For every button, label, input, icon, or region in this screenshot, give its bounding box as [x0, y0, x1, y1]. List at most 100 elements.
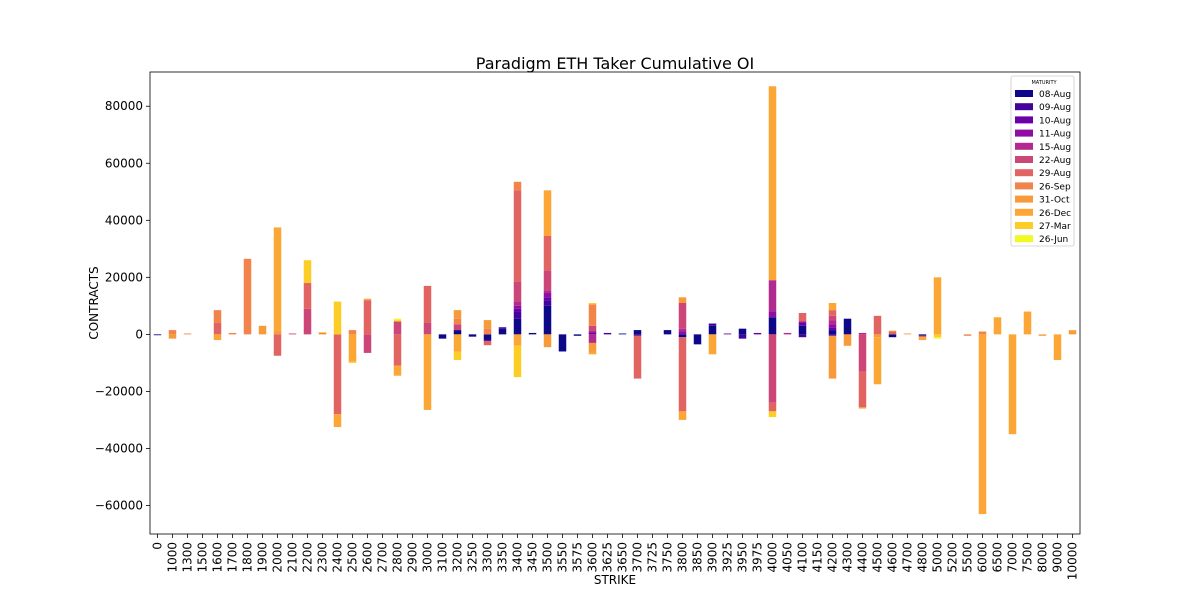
bar-3700-29-aug [633, 335, 642, 379]
x-tick-label: 2800 [391, 542, 405, 573]
bar-5000-27-mar [933, 334, 942, 338]
bar-3800-26-dec [678, 411, 687, 420]
bar-2600-22-aug [363, 334, 372, 353]
x-axis-title: STRIKE [594, 573, 636, 587]
bar-4000-22-aug [768, 334, 777, 403]
bar-3500-08-aug [543, 305, 552, 335]
x-tick-label: 3100 [436, 542, 450, 573]
x-tick-label: 4100 [796, 542, 810, 573]
bar-2500-26-dec [348, 334, 357, 362]
bar-3500-10-aug [543, 297, 552, 301]
x-tick-label: 3700 [631, 542, 645, 573]
legend-label-11-aug: 11-Aug [1039, 130, 1071, 140]
bar-3600-26-sep [588, 304, 597, 326]
bar-4200-22-aug [828, 315, 837, 321]
bar-3450-08-aug [528, 332, 537, 335]
bar-2500-26-sep [348, 330, 357, 335]
bar-3800-11-aug [678, 331, 687, 335]
bar-10000-31-oct [1068, 331, 1077, 335]
x-tick-label: 3575 [571, 542, 585, 573]
bar-3975-10-aug [753, 332, 762, 335]
bar-2600-29-aug [363, 300, 372, 335]
x-tick-label: 1900 [256, 542, 270, 573]
x-tick-label: 4300 [841, 542, 855, 573]
bar-3400-11-aug [513, 305, 522, 309]
bar-2200-22-aug [303, 308, 312, 335]
legend-swatch-10-aug [1015, 116, 1033, 124]
bar-2300-26-sep [318, 332, 327, 335]
legend-label-26-jun: 26-Jun [1039, 235, 1068, 245]
bar-1700-26-sep [228, 332, 237, 335]
y-tick-label: −20000 [95, 384, 143, 398]
y-tick-label: 80000 [105, 99, 143, 113]
bar-3900-09-aug [708, 323, 717, 326]
bar-3500-11-aug [543, 293, 552, 298]
bar-2800-27-mar [393, 320, 402, 322]
bar-1000-31-oct [168, 334, 177, 339]
x-tick-label: 6000 [976, 542, 990, 573]
bar-3000-22-aug [423, 322, 432, 335]
x-tick-label: 4000 [766, 542, 780, 573]
legend-swatch-26-sep [1015, 182, 1033, 190]
bar-4200-08-aug [828, 330, 837, 335]
bar-9000-26-dec [1053, 334, 1062, 361]
x-tick-label: 3900 [706, 542, 720, 573]
bar-4100-11-aug [798, 321, 807, 323]
bar-4600-08-aug [888, 334, 897, 338]
bar-3400-29-aug [513, 190, 522, 282]
bar-3550-08-aug [558, 334, 567, 352]
bar-4200-31-oct [828, 335, 837, 379]
x-tick-label: 6500 [991, 542, 1005, 573]
bar-2600-26-dec [363, 298, 372, 301]
bar-2000-31-oct [273, 331, 282, 335]
bar-3600-10-aug [588, 332, 597, 335]
bar-10000-26-dec [1068, 330, 1077, 332]
bar-3600-31-oct [588, 342, 597, 352]
bar-3650-08-aug [618, 333, 627, 335]
legend-swatch-29-aug [1015, 169, 1033, 177]
legend: MATURITY 08-Aug 09-Aug 10-Aug 11-Aug 15-Aug 2… [1010, 75, 1075, 247]
bar-4100-29-aug [798, 312, 807, 322]
x-tick-label: 3600 [586, 542, 600, 573]
x-tick-label: 8000 [1036, 542, 1050, 573]
legend-label-31-oct: 31-Oct [1039, 196, 1070, 206]
bar-3900-26-dec [708, 334, 717, 355]
bar-2000-26-dec [273, 227, 282, 332]
bar-4000-29-aug [768, 402, 777, 412]
legend-swatch-09-aug [1015, 103, 1033, 111]
legend-label-29-aug: 29-Aug [1039, 169, 1071, 179]
x-tick-label: 3500 [541, 542, 555, 573]
bar-4000-27-mar [768, 411, 777, 418]
bar-4700-31-oct [903, 333, 912, 335]
x-tick-label: 0 [151, 542, 165, 550]
x-tick-label: 2100 [286, 542, 300, 573]
x-tick-label: 3850 [691, 542, 705, 573]
bar-4100-08-aug [798, 325, 807, 335]
y-tick-label: 40000 [105, 213, 143, 227]
bar-3925-10-aug [723, 333, 732, 335]
bar-4500-29-aug [873, 315, 882, 335]
bar-3100-08-aug [438, 334, 447, 339]
bar-2800-26-dec [393, 365, 402, 376]
x-tick-label: 3400 [511, 542, 525, 573]
bar-2400-27-mar [333, 301, 342, 335]
legend-swatch-31-oct [1015, 195, 1033, 203]
legend-label-15-aug: 15-Aug [1039, 143, 1071, 153]
bar-2200-27-mar [303, 260, 312, 284]
bar-5000-26-jun [933, 337, 942, 339]
bar-3350-08-aug [498, 328, 507, 335]
bar-7000-26-dec [1008, 334, 1017, 435]
bars-layer [153, 86, 1077, 515]
x-tick-label: 2400 [331, 542, 345, 573]
bar-1000-26-sep [168, 330, 177, 335]
x-tick-label: 3000 [421, 542, 435, 573]
x-tick-label: 1800 [241, 542, 255, 573]
bar-1600-26-sep [213, 310, 222, 323]
bar-3000-26-dec [423, 334, 432, 410]
bar-3600-11-aug [588, 331, 597, 333]
bar-4200-29-aug [828, 310, 837, 316]
legend-swatch-26-dec [1015, 208, 1033, 216]
legend-label-27-mar: 27-Mar [1039, 222, 1071, 232]
y-tick-label: 60000 [105, 156, 143, 170]
